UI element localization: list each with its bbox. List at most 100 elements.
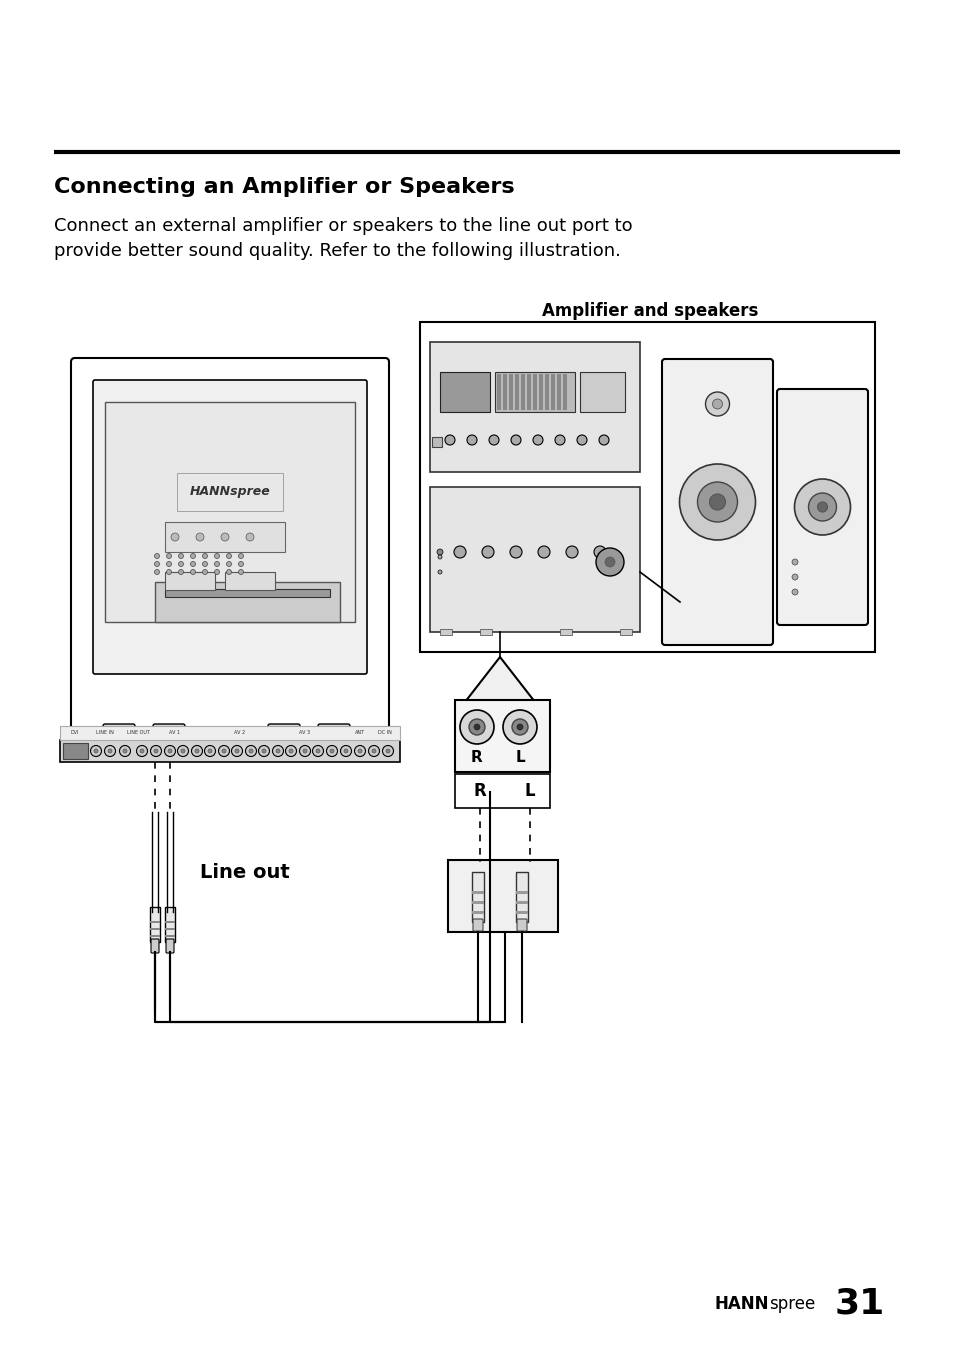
Circle shape	[226, 569, 232, 575]
Circle shape	[151, 745, 161, 757]
Circle shape	[459, 710, 494, 744]
Circle shape	[167, 561, 172, 566]
Bar	[455, 773, 550, 808]
Circle shape	[167, 569, 172, 575]
Circle shape	[469, 719, 484, 735]
Circle shape	[238, 569, 243, 575]
Circle shape	[208, 749, 212, 753]
Circle shape	[214, 569, 219, 575]
Circle shape	[140, 749, 144, 753]
Circle shape	[154, 569, 159, 575]
Text: R: R	[471, 750, 482, 765]
Text: spree: spree	[768, 1295, 815, 1313]
Polygon shape	[464, 657, 535, 702]
Circle shape	[154, 561, 159, 566]
Circle shape	[340, 745, 351, 757]
Circle shape	[178, 553, 183, 558]
Bar	[430, 342, 639, 472]
Circle shape	[168, 749, 172, 753]
Bar	[520, 375, 524, 410]
Text: R: R	[473, 781, 486, 800]
Bar	[419, 322, 874, 652]
Circle shape	[510, 546, 521, 558]
Bar	[430, 487, 639, 631]
Circle shape	[245, 745, 256, 757]
FancyBboxPatch shape	[71, 358, 389, 746]
Bar	[533, 375, 537, 410]
Circle shape	[246, 533, 253, 541]
Bar	[150, 921, 160, 923]
Circle shape	[517, 725, 522, 730]
Text: DC IN: DC IN	[377, 730, 392, 735]
Circle shape	[194, 749, 199, 753]
FancyBboxPatch shape	[661, 360, 772, 645]
Circle shape	[372, 749, 375, 753]
Circle shape	[791, 558, 797, 565]
Bar	[63, 744, 88, 758]
Circle shape	[238, 561, 243, 566]
Bar	[516, 911, 527, 914]
Bar	[439, 372, 490, 412]
Circle shape	[273, 745, 283, 757]
Bar	[439, 629, 452, 635]
Bar	[165, 927, 174, 930]
Bar	[154, 581, 339, 622]
Circle shape	[119, 745, 131, 757]
Bar	[150, 927, 160, 930]
Circle shape	[178, 561, 183, 566]
Bar	[538, 375, 542, 410]
Circle shape	[153, 749, 158, 753]
Circle shape	[171, 533, 179, 541]
Circle shape	[123, 749, 127, 753]
Text: AV 1: AV 1	[170, 730, 180, 735]
Circle shape	[326, 745, 337, 757]
Bar	[455, 700, 550, 772]
Circle shape	[791, 575, 797, 580]
Circle shape	[533, 435, 542, 445]
FancyBboxPatch shape	[151, 940, 159, 953]
Bar	[165, 936, 174, 937]
Bar	[472, 872, 483, 922]
Bar	[60, 740, 399, 763]
Circle shape	[577, 435, 586, 445]
Circle shape	[382, 745, 393, 757]
Circle shape	[238, 553, 243, 558]
Circle shape	[705, 392, 729, 416]
Bar	[509, 375, 513, 410]
Circle shape	[794, 479, 850, 535]
Circle shape	[555, 435, 564, 445]
Circle shape	[214, 561, 219, 566]
Circle shape	[108, 749, 112, 753]
Bar	[495, 372, 575, 412]
Circle shape	[511, 435, 520, 445]
Bar	[557, 375, 560, 410]
Circle shape	[537, 546, 550, 558]
Circle shape	[481, 546, 494, 558]
Circle shape	[226, 561, 232, 566]
Circle shape	[355, 745, 365, 757]
Circle shape	[712, 399, 721, 410]
Bar	[472, 891, 483, 894]
Circle shape	[502, 710, 537, 744]
Circle shape	[444, 435, 455, 445]
FancyBboxPatch shape	[776, 389, 867, 625]
Text: ANT: ANT	[355, 730, 365, 735]
Bar	[516, 872, 527, 922]
FancyBboxPatch shape	[473, 919, 482, 932]
Circle shape	[467, 435, 476, 445]
Bar	[165, 907, 174, 942]
Circle shape	[807, 493, 836, 521]
Circle shape	[154, 553, 159, 558]
Circle shape	[437, 556, 441, 558]
Bar	[448, 860, 558, 932]
Circle shape	[596, 548, 623, 576]
Circle shape	[167, 553, 172, 558]
Circle shape	[285, 745, 296, 757]
Text: LINE IN: LINE IN	[96, 730, 113, 735]
Bar	[105, 402, 355, 622]
Bar	[544, 375, 548, 410]
Circle shape	[202, 569, 208, 575]
Circle shape	[604, 557, 615, 566]
Circle shape	[454, 546, 465, 558]
Circle shape	[474, 725, 479, 730]
